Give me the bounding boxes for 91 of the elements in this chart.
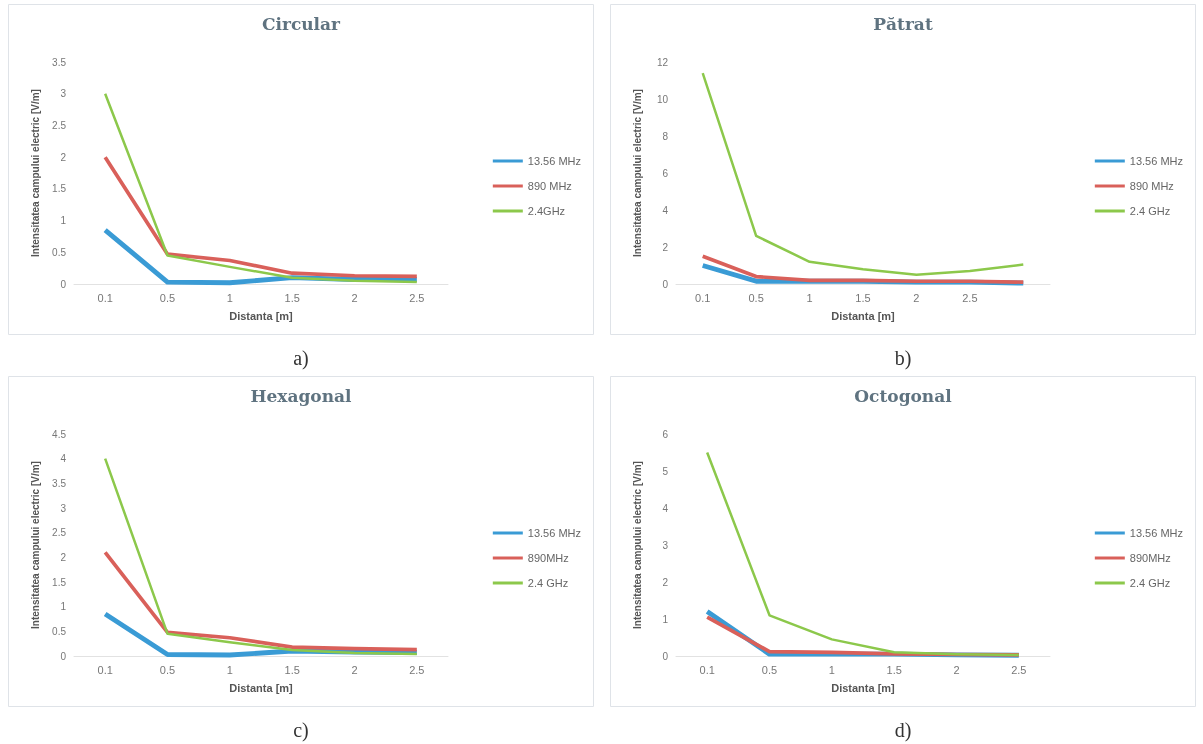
- y-axis-title: Intensitatea campului electric [V/m]: [29, 89, 41, 257]
- x-tick-label: 2.5: [409, 663, 425, 676]
- line-series: [103, 92, 419, 284]
- text: b): [894, 347, 911, 370]
- y-tick-label: 4: [661, 502, 668, 514]
- y-tick-label: 3: [60, 502, 67, 514]
- y-tick-label: 2.5: [52, 119, 67, 131]
- text: c): [293, 719, 309, 742]
- x-tick-label: 1: [828, 663, 835, 676]
- y-tick-label: 2.5: [52, 527, 67, 539]
- text: d): [894, 719, 911, 742]
- x-tick-label: 1: [226, 663, 233, 676]
- y-axis-title: Intensitatea campului electric [V/m]: [29, 461, 41, 629]
- x-tick-label: 2.5: [409, 291, 425, 304]
- y-tick-label: 2: [60, 551, 67, 563]
- x-axis-title: Distanta [m]: [830, 309, 895, 322]
- line-series: [103, 550, 419, 652]
- x-tick-label: 0.5: [747, 291, 764, 304]
- y-tick-label: 3.5: [52, 477, 67, 489]
- y-axis-title: Intensitatea campului electric [V/m]: [631, 89, 642, 257]
- legend-label: 13.56 MHz: [527, 155, 582, 167]
- x-tick-label: 1.5: [854, 291, 871, 304]
- legend-label: 2.4 GHz: [527, 577, 569, 589]
- y-tick-label: 10: [656, 93, 668, 105]
- x-tick-label: 1.5: [284, 663, 300, 676]
- x-tick-label: 0.1: [97, 291, 113, 304]
- y-tick-label: 4: [60, 453, 67, 465]
- x-tick-label: 2: [351, 291, 358, 304]
- x-tick-label: 0.5: [761, 663, 777, 676]
- y-tick-label: 3.5: [52, 56, 67, 68]
- x-axis-title: Distanta [m]: [830, 681, 895, 694]
- x-axis-title: Distanta [m]: [229, 681, 294, 694]
- y-tick-label: 2: [661, 576, 668, 588]
- y-tick-label: 5: [661, 465, 668, 477]
- chart-title: Circular: [261, 13, 342, 34]
- x-tick-label: 0.1: [699, 663, 715, 676]
- line-series: [700, 254, 1025, 284]
- x-tick-label: 0.5: [159, 291, 176, 304]
- x-tick-label: 0.1: [97, 663, 113, 676]
- x-tick-label: 2: [351, 663, 358, 676]
- legend-label: 2.4GHz: [527, 205, 566, 217]
- x-tick-label: 1: [806, 291, 813, 304]
- line-series: [103, 457, 419, 656]
- legend-label: 890MHz: [527, 552, 569, 564]
- y-tick-label: 1.5: [52, 183, 67, 195]
- chart-title: Octogonal: [853, 385, 952, 406]
- y-tick-label: 1: [661, 613, 668, 625]
- line-series: [103, 155, 419, 279]
- chart-title: Pătrat: [872, 13, 933, 34]
- y-tick-label: 3: [661, 539, 668, 551]
- y-tick-label: 0.5: [52, 246, 67, 258]
- x-tick-label: 1: [226, 291, 233, 304]
- x-tick-label: 2: [952, 663, 960, 676]
- legend-label: 13.56 MHz: [1129, 155, 1183, 167]
- x-tick-label: 2.5: [961, 291, 978, 304]
- y-tick-label: 1.5: [52, 576, 67, 588]
- y-tick-label: 6: [661, 428, 668, 440]
- legend-label: 2.4 GHz: [1129, 205, 1170, 217]
- x-tick-label: 1.5: [886, 663, 902, 676]
- x-tick-label: 0.5: [159, 663, 176, 676]
- line-series: [705, 451, 1020, 657]
- y-tick-label: 4.5: [52, 428, 67, 440]
- legend-label: 890MHz: [1129, 552, 1171, 564]
- y-axis-title: Intensitatea campului electric [V/m]: [631, 461, 642, 629]
- line-series: [700, 71, 1025, 276]
- y-tick-label: 0: [60, 278, 67, 290]
- legend-label: 890 MHz: [1129, 180, 1174, 192]
- x-axis-title: Distanta [m]: [229, 309, 294, 322]
- y-tick-label: 0: [661, 278, 668, 290]
- y-tick-label: 2: [661, 241, 668, 253]
- x-tick-label: 0.1: [694, 291, 710, 304]
- y-tick-label: 0: [60, 650, 67, 662]
- y-tick-label: 2: [60, 151, 67, 163]
- y-tick-label: 1: [60, 601, 67, 613]
- y-tick-label: 4: [661, 204, 668, 216]
- y-tick-label: 12: [656, 56, 668, 68]
- y-tick-label: 6: [661, 167, 668, 179]
- x-tick-label: 2.5: [1010, 663, 1026, 676]
- y-tick-label: 0.5: [52, 625, 67, 637]
- chart-title: Hexagonal: [250, 385, 353, 406]
- legend-label: 13.56 MHz: [527, 527, 582, 539]
- y-tick-label: 1: [60, 215, 67, 227]
- y-tick-label: 8: [661, 130, 668, 142]
- legend-label: 2.4 GHz: [1129, 577, 1170, 589]
- x-tick-label: 1.5: [284, 291, 300, 304]
- x-tick-label: 2: [912, 291, 919, 304]
- legend-label: 13.56 MHz: [1129, 527, 1183, 539]
- legend-label: 890 MHz: [527, 180, 572, 192]
- y-tick-label: 0: [661, 650, 668, 662]
- y-tick-label: 3: [60, 88, 67, 100]
- text: a): [293, 347, 309, 370]
